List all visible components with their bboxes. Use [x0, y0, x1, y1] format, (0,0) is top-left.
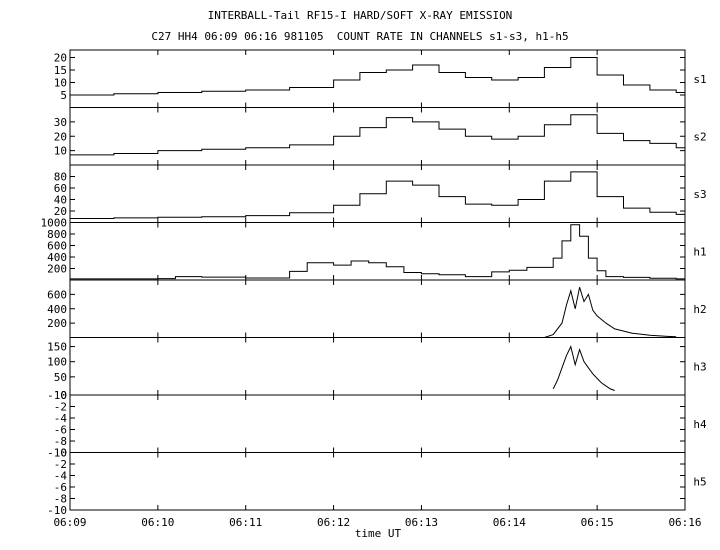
y-tick-label: 5 [60, 89, 67, 102]
y-tick-label: 400 [47, 251, 67, 264]
y-tick-label: 0 [60, 447, 67, 460]
series-line-h1 [70, 224, 686, 280]
y-tick-label: -10 [47, 389, 67, 402]
panel-frame [69, 394, 686, 453]
channel-label-h2: h2 [693, 303, 706, 316]
y-tick-label: -2 [54, 458, 67, 471]
panel-h3: -10 50 100 150 h3 [47, 337, 707, 402]
y-tick-label: 20 [54, 130, 67, 143]
x-tick-label: 06:13 [405, 516, 438, 529]
panel-frame [69, 107, 686, 166]
panel-frame [69, 337, 686, 396]
x-axis-label: time UT [355, 527, 402, 540]
channel-label-h1: h1 [693, 245, 706, 258]
panel-frame [69, 222, 686, 281]
y-tick-label: 100 [47, 356, 67, 369]
x-tick-label: 06:15 [581, 516, 614, 529]
y-tick-label: -4 [54, 470, 68, 483]
channel-label-h3: h3 [693, 360, 706, 373]
y-tick-label: -10 [47, 447, 67, 460]
y-tick-label: -2 [54, 401, 67, 414]
channel-label-h5: h5 [693, 475, 706, 488]
channel-label-s2: s2 [693, 130, 706, 143]
y-tick-label: -8 [54, 435, 67, 448]
y-tick-label: 10 [54, 145, 67, 158]
y-tick-label: -4 [54, 412, 68, 425]
x-tick-label: 06:10 [141, 516, 174, 529]
x-tick-label: 06:09 [53, 516, 86, 529]
series-line-h2 [70, 287, 677, 338]
y-tick-label: 1000 [41, 217, 68, 230]
y-tick-label: -8 [54, 493, 67, 506]
series-line-s3 [70, 171, 686, 219]
y-tick-label: 20 [54, 205, 67, 218]
y-tick-label: 10 [54, 77, 67, 90]
y-tick-label: 60 [54, 182, 67, 195]
x-tick-label: 06:12 [317, 516, 350, 529]
y-tick-label: 0 [60, 389, 67, 402]
panel-frame [69, 49, 686, 108]
channel-label-s1: s1 [693, 73, 706, 86]
y-tick-label: 30 [54, 116, 67, 129]
x-axis: 06:09 06:10 06:11 06:12 06:13 06:14 06:15 06:16 [53, 516, 701, 529]
series-line-s1 [70, 57, 686, 96]
series-line-s2 [70, 114, 686, 156]
y-tick-label: 80 [54, 171, 67, 184]
chart-panels: 5101520s1102030s220406080s32004006008001… [41, 49, 707, 518]
x-tick-label: 06:11 [229, 516, 262, 529]
y-tick-label: 150 [47, 341, 67, 354]
y-tick-label: -10 [47, 504, 67, 517]
y-tick-label: 40 [54, 194, 67, 207]
channel-label-h4: h4 [693, 418, 707, 431]
x-tick-label: 06:14 [493, 516, 526, 529]
y-tick-label: -6 [54, 481, 67, 494]
y-tick-label: 800 [47, 228, 67, 241]
y-tick-label: 50 [54, 371, 67, 384]
channel-label-s3: s3 [693, 188, 706, 201]
y-tick-label: 600 [47, 288, 67, 301]
panel-frame [69, 452, 686, 511]
x-tick-label: 06:16 [668, 516, 701, 529]
y-tick-label: 600 [47, 240, 67, 253]
y-tick-label: 15 [54, 64, 67, 77]
y-tick-label: 200 [47, 263, 67, 276]
y-tick-label: -6 [54, 424, 67, 437]
plot-subtitle: C27 HH4 06:09 06:16 981105 COUNT RATE IN… [151, 30, 569, 43]
plot-title: INTERBALL-Tail RF15-I HARD/SOFT X-RAY EM… [207, 9, 513, 22]
series-line-h3 [552, 345, 615, 391]
y-tick-label: 20 [54, 52, 67, 65]
y-tick-label: 400 [47, 303, 67, 316]
y-tick-label: 200 [47, 317, 67, 330]
